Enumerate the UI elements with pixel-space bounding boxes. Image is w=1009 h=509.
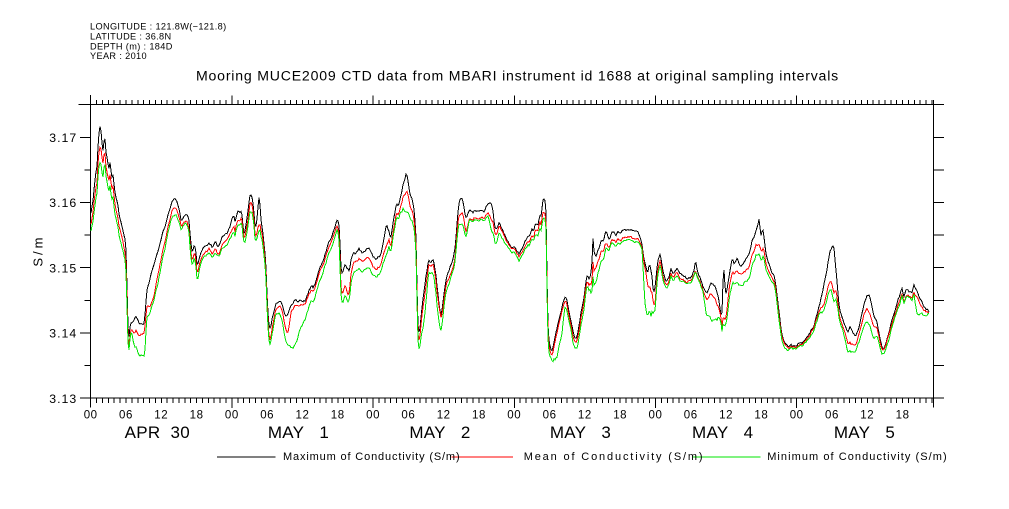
svg-text:3.14: 3.14 (49, 327, 77, 341)
svg-text:06: 06 (401, 410, 415, 422)
svg-text:00: 00 (84, 410, 98, 422)
svg-text:00: 00 (648, 410, 662, 422)
svg-text:DEPTH (m) : 184D: DEPTH (m) : 184D (90, 41, 173, 51)
svg-text:00: 00 (507, 410, 521, 422)
svg-text:LATITUDE : 36.8N: LATITUDE : 36.8N (90, 31, 172, 41)
svg-text:12: 12 (860, 410, 874, 422)
svg-text:12: 12 (295, 410, 309, 422)
svg-text:00: 00 (225, 410, 239, 422)
svg-text:00: 00 (366, 410, 380, 422)
svg-text:00: 00 (790, 410, 804, 422)
svg-text:MAY 1: MAY 1 (268, 423, 329, 442)
svg-text:06: 06 (260, 410, 274, 422)
svg-text:06: 06 (684, 410, 698, 422)
svg-text:18: 18 (472, 410, 486, 422)
svg-text:3.17: 3.17 (49, 131, 77, 145)
svg-text:18: 18 (190, 410, 204, 422)
svg-text:APR 30: APR 30 (125, 423, 190, 442)
svg-text:18: 18 (613, 410, 627, 422)
svg-text:12: 12 (578, 410, 592, 422)
svg-text:06: 06 (119, 410, 133, 422)
svg-text:3.15: 3.15 (49, 261, 77, 275)
svg-text:12: 12 (719, 410, 733, 422)
svg-text:Mooring MUCE2009 CTD data from: Mooring MUCE2009 CTD data from MBARI ins… (196, 68, 839, 84)
svg-text:MAY 5: MAY 5 (834, 423, 895, 442)
svg-text:MAY 3: MAY 3 (550, 423, 611, 442)
svg-text:3.16: 3.16 (49, 196, 77, 210)
svg-text:12: 12 (154, 410, 168, 422)
svg-text:Mean of Conductivity (S/m): Mean of Conductivity (S/m) (524, 451, 705, 463)
svg-text:18: 18 (896, 410, 910, 422)
svg-text:12: 12 (437, 410, 451, 422)
svg-text:06: 06 (543, 410, 557, 422)
svg-text:Minimum of Conductivity (S/m): Minimum of Conductivity (S/m) (767, 451, 948, 463)
svg-text:MAY 4: MAY 4 (692, 423, 753, 442)
svg-text:S/m: S/m (31, 235, 46, 267)
svg-text:MAY 2: MAY 2 (409, 423, 470, 442)
svg-text:YEAR : 2010: YEAR : 2010 (90, 51, 147, 61)
svg-text:LONGITUDE : 121.8W(−121.8): LONGITUDE : 121.8W(−121.8) (90, 22, 227, 32)
svg-text:06: 06 (825, 410, 839, 422)
svg-text:3.13: 3.13 (49, 392, 77, 406)
svg-text:18: 18 (331, 410, 345, 422)
svg-text:Maximum of Conductivity (S/m): Maximum of Conductivity (S/m) (283, 451, 460, 463)
svg-text:18: 18 (754, 410, 768, 422)
